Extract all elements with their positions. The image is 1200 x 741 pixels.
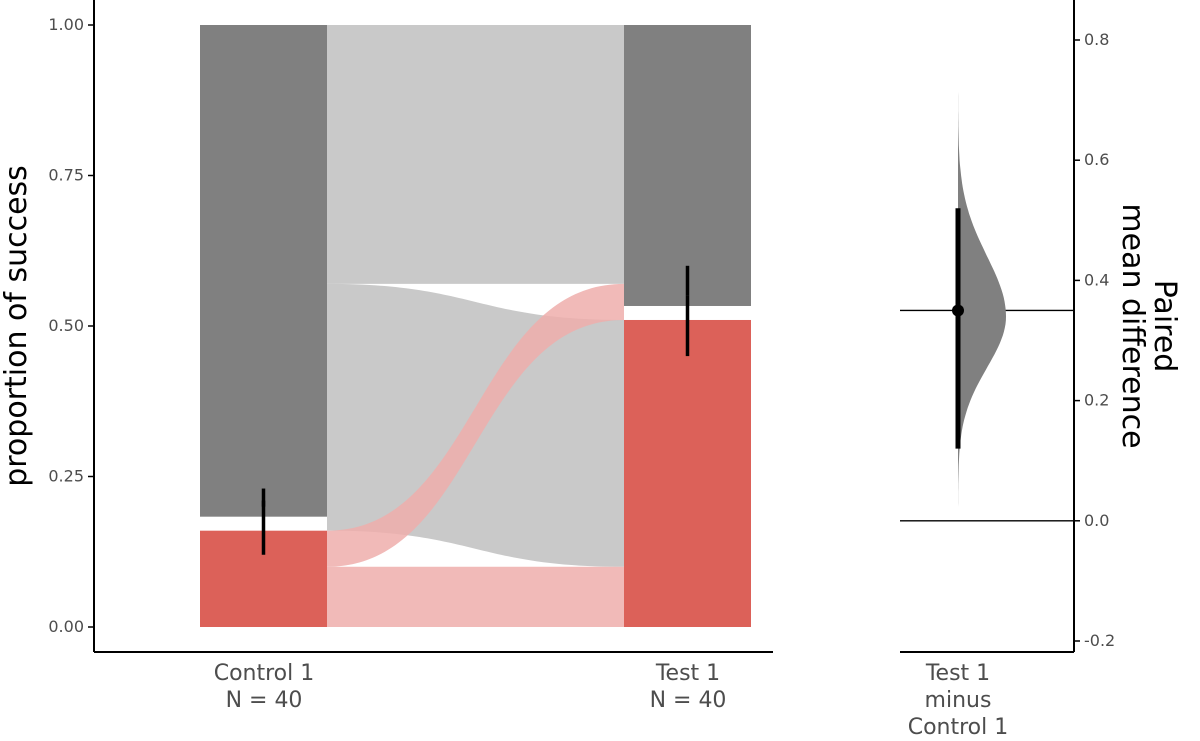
bootstrap-density bbox=[958, 88, 1006, 545]
group-n-control: N = 40 bbox=[226, 688, 303, 713]
flows bbox=[327, 25, 624, 627]
right-y-ticks: -0.2 0.0 0.2 0.4 0.6 0.8 bbox=[1074, 30, 1115, 650]
left-y-tick-label: 1.00 bbox=[48, 15, 84, 34]
left-y-axis-title: proportion of success bbox=[0, 165, 34, 487]
flow-success-to-failure bbox=[327, 283, 624, 567]
left-y-tick-label: 0.50 bbox=[48, 316, 84, 335]
right-y-tick-label: 0.6 bbox=[1084, 150, 1109, 169]
right-y-tick-label: 0.2 bbox=[1084, 391, 1109, 410]
flow-failure-to-failure bbox=[327, 25, 624, 284]
right-y-axis-title-line2: mean difference bbox=[1115, 203, 1150, 448]
right-y-tick-label: 0.4 bbox=[1084, 270, 1109, 289]
right-y-tick-label: -0.2 bbox=[1084, 631, 1115, 650]
group-n-test: N = 40 bbox=[650, 688, 727, 713]
left-y-tick-label: 0.25 bbox=[48, 467, 84, 486]
bars bbox=[200, 25, 751, 627]
alluvial-panel: 0.00 0.25 0.50 0.75 1.00 proportion of succe… bbox=[0, 0, 773, 713]
ci-lines bbox=[261, 265, 690, 555]
delta-panel: -0.2 0.0 0.2 0.4 0.6 0.8 Paired mean differen… bbox=[900, 0, 1182, 740]
bar-failure bbox=[200, 25, 327, 517]
left-y-tick-label: 0.75 bbox=[48, 166, 84, 185]
flow-success-to-success bbox=[327, 566, 624, 627]
bar-failure bbox=[624, 25, 751, 306]
delta-label-line2: minus bbox=[925, 688, 992, 713]
group-label-test: Test 1 bbox=[655, 661, 720, 686]
left-y-tick-label: 0.00 bbox=[48, 617, 84, 636]
delta-label-line3: Control 1 bbox=[908, 715, 1009, 740]
group-label-control: Control 1 bbox=[214, 661, 315, 686]
delta-label-line1: Test 1 bbox=[925, 661, 990, 686]
right-y-axis-title-line1: Paired bbox=[1147, 280, 1182, 373]
mean-difference-point bbox=[952, 304, 964, 317]
left-y-ticks: 0.00 0.25 0.50 0.75 1.00 bbox=[48, 15, 94, 636]
right-y-tick-label: 0.0 bbox=[1084, 511, 1109, 530]
bar-success bbox=[624, 319, 751, 627]
right-y-tick-label: 0.8 bbox=[1084, 30, 1109, 49]
